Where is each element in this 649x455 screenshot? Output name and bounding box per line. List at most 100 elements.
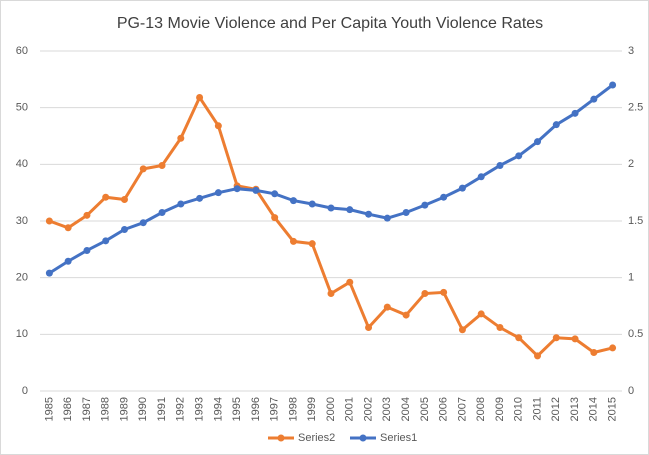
x-tick-label: 2015 <box>607 397 619 421</box>
point <box>365 210 373 218</box>
legend-marker <box>277 434 285 442</box>
point <box>477 173 485 181</box>
point <box>402 209 410 216</box>
point <box>609 81 617 89</box>
point <box>440 193 448 201</box>
point <box>158 209 166 216</box>
point <box>327 290 335 298</box>
x-tick-label: 1994 <box>212 397 224 421</box>
y2-tick-label: 2.5 <box>628 102 643 114</box>
point <box>214 189 222 197</box>
x-tick-label: 1985 <box>43 397 55 421</box>
point <box>402 311 410 319</box>
point <box>552 334 560 342</box>
point <box>308 240 316 248</box>
point <box>289 237 297 245</box>
x-tick-label: 1996 <box>250 397 262 421</box>
point <box>327 204 335 212</box>
point <box>346 278 354 286</box>
point <box>139 219 147 227</box>
y2-tick-label: 1 <box>628 272 634 284</box>
point <box>458 184 466 192</box>
x-tick-label: 1988 <box>100 397 112 421</box>
point <box>120 226 128 233</box>
x-tick-label: 2002 <box>362 397 374 421</box>
point <box>45 269 53 277</box>
legend-marker <box>359 434 367 442</box>
point <box>83 211 91 219</box>
point <box>196 93 204 101</box>
point <box>421 290 429 298</box>
point <box>158 161 166 169</box>
x-tick-label: 2007 <box>456 397 468 421</box>
x-tick-label: 1993 <box>193 397 205 421</box>
chart-title: PG-13 Movie Violence and Per Capita Yout… <box>117 15 543 32</box>
point <box>233 185 241 193</box>
point <box>515 152 523 160</box>
point <box>534 352 542 360</box>
point <box>139 165 147 173</box>
y-tick-label: 10 <box>16 328 28 340</box>
legend-label: Series1 <box>380 432 417 444</box>
point <box>120 195 128 203</box>
x-tick-label: 1989 <box>118 397 130 421</box>
y-tick-label: 0 <box>22 385 28 397</box>
point <box>496 161 504 169</box>
y2-tick-label: 0 <box>628 385 634 397</box>
point <box>252 186 260 194</box>
x-tick-label: 1997 <box>269 397 281 421</box>
x-tick-label: 2000 <box>325 397 337 421</box>
point <box>458 326 466 334</box>
point <box>421 201 429 209</box>
point <box>383 214 391 222</box>
x-tick-label: 2011 <box>531 397 543 421</box>
point <box>590 348 598 356</box>
y-tick-label: 20 <box>16 272 28 284</box>
point <box>83 246 91 254</box>
point <box>590 95 598 103</box>
point <box>571 335 579 343</box>
x-tick-label: 1998 <box>287 397 299 421</box>
x-tick-label: 2010 <box>513 397 525 421</box>
x-tick-label: 2005 <box>419 397 431 421</box>
y-tick-label: 40 <box>16 158 28 170</box>
point <box>515 334 523 342</box>
x-tick-label: 1992 <box>175 397 187 421</box>
point <box>365 324 373 332</box>
point <box>177 200 185 208</box>
x-tick-label: 1990 <box>137 397 149 421</box>
x-tick-label: 2001 <box>344 397 356 421</box>
point <box>534 138 542 146</box>
point <box>214 122 222 130</box>
point <box>289 197 297 205</box>
x-tick-label: 2009 <box>494 397 506 421</box>
x-tick-label: 2006 <box>438 397 450 421</box>
point <box>346 206 354 214</box>
point <box>571 109 579 117</box>
x-tick-label: 1991 <box>156 397 168 421</box>
point <box>609 344 617 352</box>
point <box>177 134 185 142</box>
point <box>308 200 316 208</box>
legend-label: Series2 <box>298 432 335 444</box>
y-tick-label: 60 <box>16 45 28 57</box>
point <box>102 193 110 201</box>
x-tick-label: 1995 <box>231 397 243 421</box>
point <box>196 194 204 202</box>
x-tick-label: 1999 <box>306 397 318 421</box>
point <box>102 237 110 245</box>
y2-tick-label: 1.5 <box>628 215 643 227</box>
point <box>383 303 391 311</box>
x-tick-label: 2003 <box>381 397 393 421</box>
point <box>271 214 279 222</box>
x-tick-label: 2004 <box>400 397 412 421</box>
y-tick-label: 30 <box>16 215 28 227</box>
point <box>271 190 279 198</box>
x-tick-label: 2013 <box>569 397 581 421</box>
point <box>477 310 485 318</box>
y2-tick-label: 2 <box>628 158 634 170</box>
x-tick-label: 2008 <box>475 397 487 421</box>
y2-tick-label: 0.5 <box>628 328 643 340</box>
x-tick-label: 2014 <box>588 397 600 421</box>
